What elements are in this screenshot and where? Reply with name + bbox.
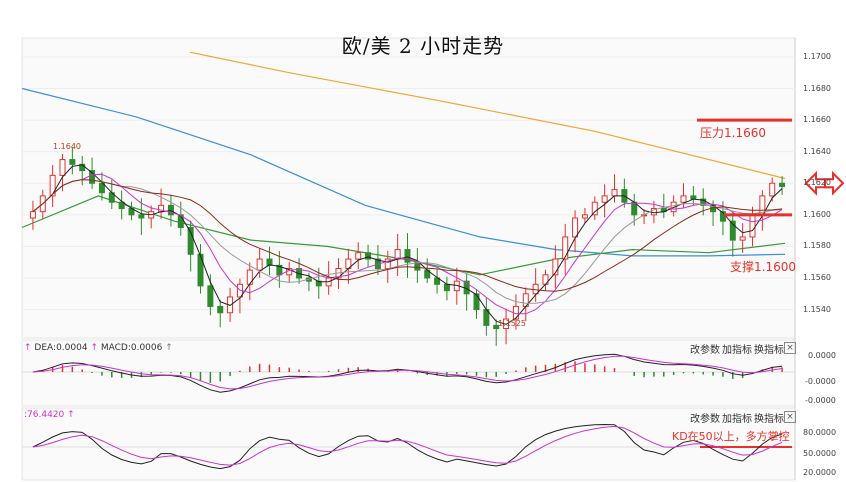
candle-body xyxy=(256,258,263,271)
macd-add-indicator-button[interactable]: 加指标 xyxy=(722,345,752,356)
macd-close-icon[interactable]: × xyxy=(784,342,796,354)
candle-body xyxy=(29,211,36,219)
dea-arrow-icon: ↑ xyxy=(24,343,32,353)
candle-body xyxy=(601,195,608,203)
kd-change-params-button[interactable]: 改参数 xyxy=(690,414,720,425)
kd-note: KD在50以上，多方掌控 xyxy=(672,430,790,443)
candle-body xyxy=(611,189,618,197)
candle-body xyxy=(700,198,707,206)
candle-body xyxy=(493,324,500,330)
candle-body xyxy=(572,217,579,238)
candle-body xyxy=(690,195,697,200)
macd-change-params-button[interactable]: 改参数 xyxy=(690,345,720,356)
ma-fast-line xyxy=(32,164,783,325)
price-tick-label: 1.1640 xyxy=(803,146,831,156)
resistance-label: 压力1.1660 xyxy=(700,126,766,140)
kd-y-tick: 80.0000 xyxy=(803,428,837,437)
candle-body xyxy=(365,252,372,260)
candle-body xyxy=(138,214,145,219)
price-tick-label: 1.1660 xyxy=(803,115,831,125)
candle-body xyxy=(217,305,224,314)
arrow-right-outline-icon xyxy=(824,170,845,196)
candle-body xyxy=(197,253,204,287)
candle-body xyxy=(739,236,746,241)
ma-slow-line xyxy=(32,179,783,304)
macd-switch-indicator-button[interactable]: 换指标 xyxy=(754,345,784,356)
candle-body xyxy=(355,252,362,260)
candle-body xyxy=(59,159,66,176)
price-tick-label: 1.1560 xyxy=(803,273,831,282)
price-tick-label: 1.1680 xyxy=(803,83,831,93)
candle-body xyxy=(89,170,96,184)
candle-body xyxy=(779,182,786,187)
kd-k-line xyxy=(32,423,783,470)
price-tick-label: 1.1620 xyxy=(803,178,831,188)
kd-arrow-icon: ↑ xyxy=(67,410,75,420)
candle-body xyxy=(98,182,105,194)
macd-extra-arrow-icon: ↑ xyxy=(165,343,173,353)
low-marker-label: 1.1525 xyxy=(498,319,526,328)
candle-body xyxy=(187,226,194,255)
candle-body xyxy=(552,258,559,276)
high-marker-label: 1.1640 xyxy=(53,142,81,151)
dea-value: DEA:0.0004 xyxy=(34,343,88,353)
price-tick-label: 1.1540 xyxy=(803,304,831,314)
candle-body xyxy=(749,214,756,238)
candle-body xyxy=(207,285,214,307)
kd-value: :76.4420 xyxy=(24,410,65,420)
candle-body xyxy=(473,293,480,311)
kd-add-indicator-button[interactable]: 加指标 xyxy=(722,414,752,425)
kd-close-icon[interactable]: × xyxy=(784,411,796,423)
macd-dea-line xyxy=(32,355,783,390)
candle-body xyxy=(591,201,598,216)
kd-y-tick: 20.0000 xyxy=(803,468,837,477)
candle-body xyxy=(69,159,76,165)
candle-body xyxy=(49,174,56,197)
candle-body xyxy=(118,201,125,210)
ma-medium-line xyxy=(32,173,783,315)
ma-line-ma_long xyxy=(189,51,786,180)
candle-body xyxy=(177,214,184,228)
kd-y-tick: 50.0000 xyxy=(803,449,837,458)
candle-body xyxy=(729,220,736,241)
support-label: 支撑1.1600 xyxy=(730,260,796,274)
candle-body xyxy=(404,249,411,263)
macd-y-tick: -0.0000 xyxy=(805,396,836,405)
candle-body xyxy=(680,195,687,203)
kd-d-line xyxy=(32,425,783,466)
ma-line-ma_mid xyxy=(21,87,786,257)
macd-arrow-icon: ↑ xyxy=(90,343,98,353)
candle-body xyxy=(581,214,588,219)
kd-header: :76.4420 ↑ xyxy=(24,410,75,420)
macd-value: MACD:0.0006 xyxy=(100,343,163,353)
kd-switch-indicator-button[interactable]: 换指标 xyxy=(754,414,784,425)
price-tick-label: 1.1700 xyxy=(803,51,831,61)
price-tick-label: 1.1580 xyxy=(803,241,831,251)
candle-body xyxy=(769,182,776,197)
macd-header: ↑ DEA:0.0004 ↑ MACD:0.0006 ↑ xyxy=(24,343,173,353)
macd-y-tick: 0.0000 xyxy=(808,351,836,360)
ma-brown-line xyxy=(32,179,783,292)
candle-body xyxy=(562,236,569,260)
macd-y-tick: -0.0000 xyxy=(805,377,836,386)
chart-title: 欧/美 2 小时走势 xyxy=(341,34,505,58)
price-tick-label: 1.1600 xyxy=(803,209,831,219)
price-panel-frame xyxy=(21,37,796,339)
candle-body xyxy=(443,283,450,292)
